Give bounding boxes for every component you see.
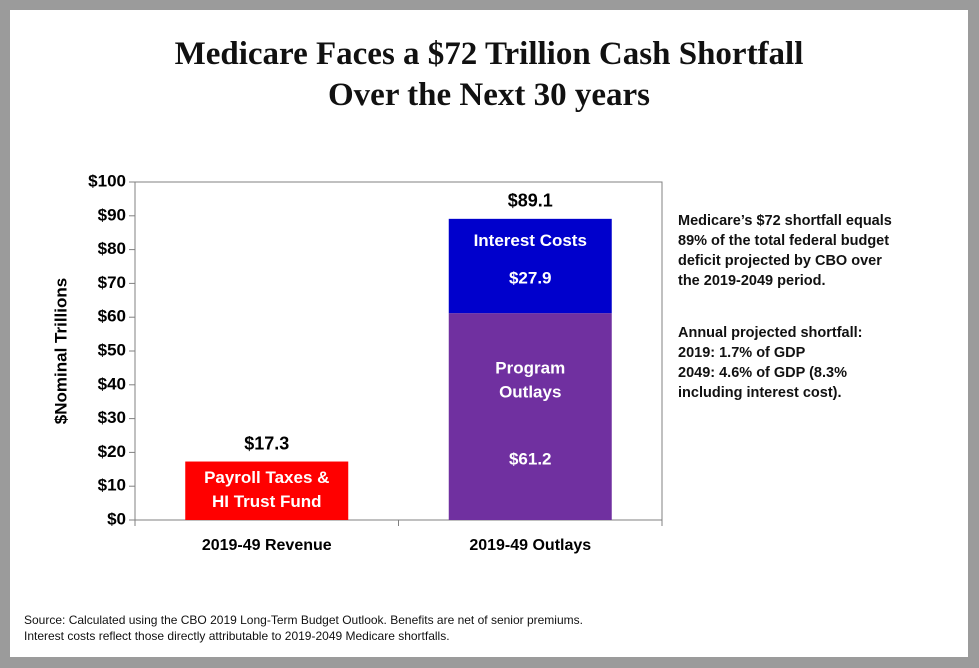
y-tick-label: $40 bbox=[98, 374, 126, 393]
segment-value-label: $61.2 bbox=[509, 449, 552, 468]
note-line: Medicare’s $72 shortfall equals bbox=[678, 213, 892, 229]
note-line: deficit projected by CBO over bbox=[678, 253, 882, 269]
bar-segment bbox=[448, 313, 612, 520]
note-line: 2019: 1.7% of GDP bbox=[678, 345, 806, 361]
segment-label: Payroll Taxes & bbox=[204, 468, 329, 487]
bar-total-label: $17.3 bbox=[244, 433, 289, 453]
notes-paragraph-annual: Annual projected shortfall: 2019: 1.7% o… bbox=[678, 323, 938, 403]
note-line: 2049: 4.6% of GDP (8.3% bbox=[678, 365, 847, 381]
y-tick-label: $10 bbox=[98, 476, 126, 495]
slide: Medicare Faces a $72 Trillion Cash Short… bbox=[10, 10, 968, 657]
source-line: Source: Calculated using the CBO 2019 Lo… bbox=[24, 613, 583, 627]
segment-value-label: $27.9 bbox=[509, 269, 552, 288]
chart-title-line: Medicare Faces a $72 Trillion Cash Short… bbox=[174, 36, 804, 72]
notes-paragraph-shortfall: Medicare’s $72 shortfall equals 89% of t… bbox=[678, 211, 938, 291]
segment-label: Outlays bbox=[499, 382, 561, 401]
note-line: 89% of the total federal budget bbox=[678, 233, 890, 249]
y-tick-label: $100 bbox=[88, 171, 126, 190]
y-tick-label: $70 bbox=[98, 273, 126, 292]
y-tick-label: $60 bbox=[98, 307, 126, 326]
segment-label: HI Trust Fund bbox=[212, 492, 322, 511]
side-notes: Medicare’s $72 shortfall equals 89% of t… bbox=[678, 211, 938, 435]
bar-segment bbox=[448, 218, 612, 314]
y-tick-label: $0 bbox=[107, 509, 126, 528]
y-tick-label: $50 bbox=[98, 340, 126, 359]
y-tick-label: $90 bbox=[98, 205, 126, 224]
source-line: Interest costs reflect those directly at… bbox=[24, 629, 450, 643]
x-category-label: 2019-49 Outlays bbox=[469, 537, 591, 554]
source-note: Source: Calculated using the CBO 2019 Lo… bbox=[24, 612, 954, 644]
bar-chart: $0 $10 $20 $30 $40 $50 $60 $70 $80 $90 $100 $Nomina… bbox=[51, 171, 663, 554]
segment-label: Program bbox=[495, 358, 565, 377]
segment-label: Interest Costs bbox=[474, 231, 587, 250]
y-tick-label: $20 bbox=[98, 442, 126, 461]
note-line: Annual projected shortfall: bbox=[678, 325, 863, 341]
note-line: the 2019-2049 period. bbox=[678, 273, 826, 289]
bar-segment bbox=[185, 461, 349, 520]
y-tick-label: $30 bbox=[98, 408, 126, 427]
y-axis-label: $Nominal Trillions bbox=[51, 278, 70, 424]
chart-title: Medicare Faces a $72 Trillion Cash Short… bbox=[10, 34, 968, 116]
y-tick-label: $80 bbox=[98, 239, 126, 258]
x-category-label: 2019-49 Revenue bbox=[202, 537, 332, 554]
note-line: including interest cost). bbox=[678, 385, 842, 401]
chart-title-line: Over the Next 30 years bbox=[328, 77, 650, 113]
bar-total-label: $89.1 bbox=[508, 191, 553, 211]
